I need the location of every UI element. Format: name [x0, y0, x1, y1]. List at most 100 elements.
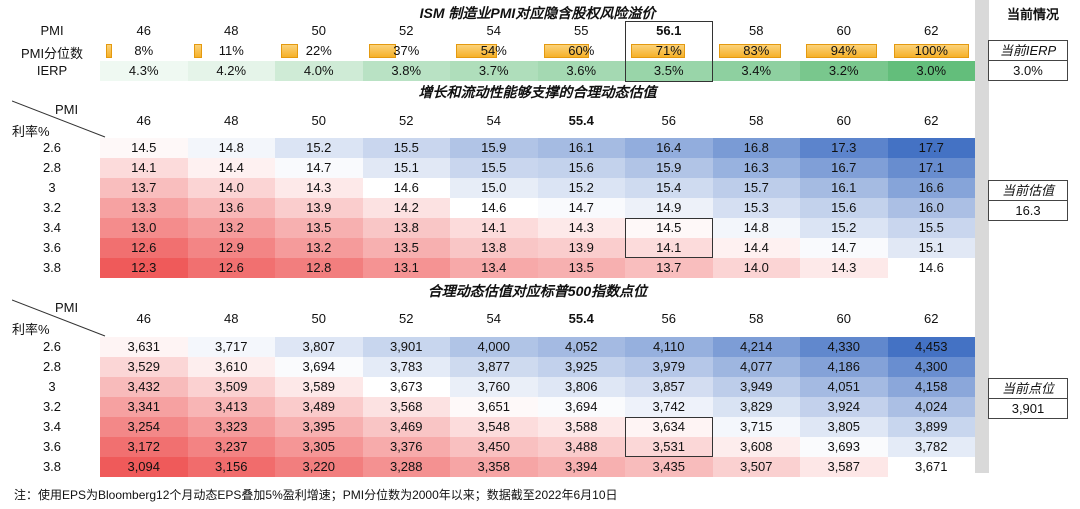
heatmap-cell: 4,000	[450, 337, 538, 357]
heatmap-cell: 3,651	[450, 397, 538, 417]
heatmap-cell: 16.4	[625, 138, 713, 158]
heatmap-cell: 3,925	[537, 357, 625, 377]
heatmap-cell: 3,634	[625, 417, 713, 437]
s3-corner-pmi: PMI	[55, 300, 79, 315]
heatmap-cell: 14.5	[625, 218, 713, 238]
heatmap-cell: 15.7	[712, 178, 800, 198]
heatmap-cell: 3,979	[625, 357, 713, 377]
heatmap-cell: 3,341	[100, 397, 188, 417]
heatmap-cell: 14.7	[800, 238, 888, 258]
heatmap-cell: 3,673	[362, 377, 450, 397]
section2-rate-label-5: 3.6	[42, 240, 62, 255]
heatmap-cell: 13.1	[362, 258, 450, 278]
heatmap-cell: 4,052	[537, 337, 625, 357]
heatmap-cell: 3,394	[537, 457, 625, 477]
section2-pmi-header-3: 52	[399, 113, 414, 128]
section2-rate-label-2: 3	[48, 180, 56, 195]
heatmap-cell: 3,760	[450, 377, 538, 397]
section3-pmi-header-7: 58	[749, 311, 764, 326]
heatmap-cell: 4,110	[625, 337, 713, 357]
heatmap-cell: 3,742	[625, 397, 713, 417]
heatmap-cell: 15.5	[887, 218, 975, 238]
heatmap-cell: 14.6	[887, 258, 975, 278]
section2-rate-label-1: 2.8	[42, 160, 62, 175]
pmi-header-6: 56.1	[656, 23, 682, 38]
heatmap-cell: 16.8	[712, 138, 800, 158]
section3-rate-label-2: 3	[48, 379, 56, 394]
heatmap-cell: 4,186	[800, 357, 888, 377]
heatmap-cell: 3,782	[887, 437, 975, 457]
percentile-bar	[456, 44, 497, 58]
heatmap-cell: 3,877	[450, 357, 538, 377]
heatmap-cell: 15.5	[450, 158, 538, 178]
percentile-bar	[893, 44, 969, 58]
section3-rate-label-4: 3.4	[42, 419, 62, 434]
heatmap-cell: 16.3	[712, 158, 800, 178]
heatmap-cell: 13.5	[537, 258, 625, 278]
heatmap-cell: 3,531	[625, 437, 713, 457]
percentile-label: 100%	[914, 43, 948, 58]
heatmap-cell: 14.2	[362, 198, 450, 218]
heatmap-cell: 3,094	[100, 457, 188, 477]
heatmap-cell: 15.4	[625, 178, 713, 198]
ierp-cell: 3.7%	[450, 61, 538, 81]
section3-rate-label-3: 3.2	[42, 399, 62, 414]
side-header: 当前情况	[1006, 7, 1059, 22]
heatmap-cell: 14.7	[275, 158, 363, 178]
heatmap-cell: 3,671	[887, 457, 975, 477]
section3-rate-label-0: 2.6	[42, 339, 62, 354]
pct-row-label: PMI分位数	[20, 46, 84, 61]
ierp-cell: 3.0%	[887, 61, 975, 81]
heatmap-cell: 3,783	[362, 357, 450, 377]
heatmap-cell: 4,051	[800, 377, 888, 397]
pmi-header-4: 54	[486, 23, 501, 38]
heatmap-cell: 15.3	[712, 198, 800, 218]
heatmap-cell: 3,694	[275, 357, 363, 377]
pmi-header-7: 58	[749, 23, 764, 38]
heatmap-cell: 3,717	[187, 337, 275, 357]
heatmap-cell: 16.7	[800, 158, 888, 178]
section2-title: 增长和流动性能够支撑的合理动态估值	[418, 84, 657, 100]
percentile-label: 22%	[305, 43, 332, 58]
heatmap-cell: 3,924	[800, 397, 888, 417]
section2-pmi-header-5: 55.4	[568, 113, 594, 128]
heatmap-cell: 3,395	[275, 417, 363, 437]
percentile-bar	[543, 44, 589, 58]
heatmap-cell: 13.7	[625, 258, 713, 278]
heatmap-cell: 12.8	[275, 258, 363, 278]
heatmap-cell: 16.6	[887, 178, 975, 198]
heatmap-cell: 3,220	[275, 457, 363, 477]
heatmap-cell: 14.8	[187, 138, 275, 158]
heatmap-cell: 3,358	[450, 457, 538, 477]
heatmap-cell: 13.9	[275, 198, 363, 218]
heatmap-cell: 4,077	[712, 357, 800, 377]
percentile-bar	[806, 44, 877, 58]
heatmap-cell: 3,288	[362, 457, 450, 477]
heatmap-cell: 13.6	[187, 198, 275, 218]
side-divider	[975, 0, 989, 473]
heatmap-cell: 17.7	[887, 138, 975, 158]
heatmap-cell: 14.1	[625, 238, 713, 258]
section2-pmi-header-0: 46	[136, 113, 151, 128]
pmi-header-3: 52	[399, 23, 414, 38]
ierp-cell: 3.8%	[362, 61, 450, 81]
section3-current-highlight	[625, 417, 713, 457]
section3-pmi-header-6: 56	[661, 311, 676, 326]
heatmap-cell: 13.4	[450, 258, 538, 278]
pmi-header-9: 62	[924, 23, 939, 38]
heatmap-cell: 3,305	[275, 437, 363, 457]
heatmap-cell: 3,237	[187, 437, 275, 457]
section3-pmi-header-8: 60	[836, 311, 851, 326]
heatmap-cell: 3,588	[537, 417, 625, 437]
heatmap-cell: 3,432	[100, 377, 188, 397]
percentile-bar	[718, 44, 782, 58]
corner-diagonal	[12, 100, 106, 138]
heatmap-cell: 3,608	[712, 437, 800, 457]
current-ierp-value: 3.0%	[1013, 63, 1043, 78]
pmi-header-0: 46	[136, 23, 151, 38]
heatmap-cell: 3,949	[712, 377, 800, 397]
percentile-bar	[106, 44, 113, 58]
s2-corner-rate: 利率%	[12, 124, 50, 139]
current-points-value: 3,901	[1011, 401, 1045, 416]
heatmap-cell: 4,330	[800, 337, 888, 357]
